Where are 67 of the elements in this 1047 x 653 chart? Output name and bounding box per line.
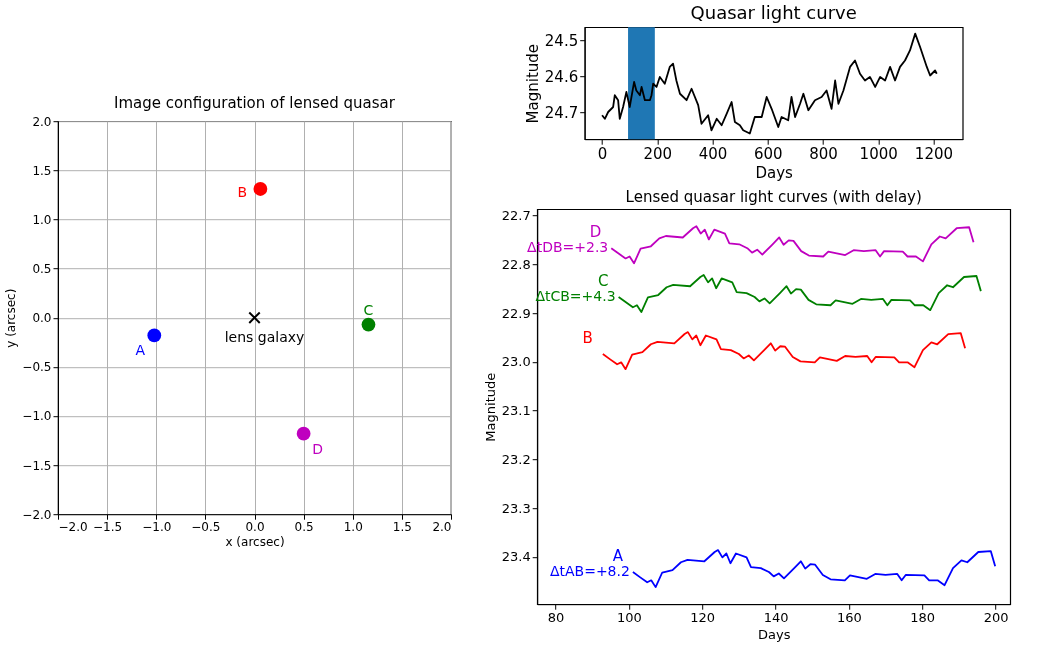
x-tick-label: 1.0 — [343, 519, 363, 534]
y-tick-label: 23.3 — [501, 500, 531, 516]
x-tick-label: 0.0 — [245, 519, 265, 534]
series-label: B — [237, 183, 248, 200]
line-series — [601, 331, 966, 371]
x-axis-title: x (arcsec) — [225, 534, 285, 549]
y-tick-label: 24.7 — [544, 103, 579, 122]
x-tick-label: −2.0 — [58, 519, 88, 534]
x-tick-label: 600 — [753, 144, 783, 163]
y-tick-label: 1.5 — [32, 163, 52, 178]
x-tick-label: 2.0 — [432, 519, 452, 534]
y-tick-label: 23.0 — [501, 354, 531, 370]
y-tick-label: −2.0 — [22, 507, 52, 522]
x-axis-title: Days — [757, 626, 791, 642]
series-label: lens galaxy — [224, 328, 305, 345]
y-tick-label: 22.9 — [501, 305, 531, 321]
x-tick-label: 400 — [698, 144, 728, 163]
y-tick-label: −1.5 — [22, 458, 52, 473]
series-label: D — [589, 223, 602, 242]
x-tick-label: 1.5 — [392, 519, 412, 534]
x-tick-label: −1.0 — [142, 519, 172, 534]
series-label: B — [582, 329, 593, 348]
y-tick-label: 0.0 — [32, 311, 52, 326]
x-tick-label: 0.5 — [294, 519, 314, 534]
x-tick-label: −0.5 — [191, 519, 221, 534]
x-tick-label: 1200 — [914, 144, 954, 163]
chart-title: Quasar light curve — [690, 2, 857, 24]
series-label: C — [363, 301, 374, 318]
y-tick-label: 23.1 — [501, 403, 531, 419]
y-axis-title: y (arcsec) — [4, 288, 19, 348]
y-tick-label: −1.0 — [22, 409, 52, 424]
y-tick-label: 1.0 — [32, 212, 52, 227]
series-label: A — [612, 547, 624, 566]
x-tick-label: 1000 — [859, 144, 898, 163]
x-tick-label: 200 — [983, 609, 1009, 625]
y-tick-label: 24.6 — [544, 67, 579, 86]
line-series — [632, 549, 997, 589]
annotation: ΔtAB=+8.2 — [549, 563, 630, 580]
x-tick-label: 120 — [690, 609, 716, 625]
x-tick-label: −1.5 — [93, 519, 123, 534]
y-axis-title: Magnitude — [482, 372, 498, 442]
x-tick-label: 160 — [836, 609, 862, 625]
chart-title: Image configuration of lensed quasar — [114, 94, 396, 113]
y-tick-label: 23.4 — [501, 549, 531, 565]
chart-title: Lensed quasar light curves (with delay) — [625, 188, 922, 207]
x-tick-label: 140 — [763, 609, 789, 625]
y-tick-label: 22.7 — [501, 208, 531, 224]
y-tick-label: 0.5 — [32, 262, 52, 277]
line-series — [601, 32, 938, 135]
y-tick-label: 22.8 — [501, 256, 531, 272]
x-tick-label: 180 — [910, 609, 936, 625]
line-series — [617, 274, 982, 313]
series-label: D — [312, 440, 324, 457]
y-tick-label: 23.2 — [501, 451, 531, 467]
y-tick-label: −0.5 — [22, 360, 52, 375]
x-tick-label: 200 — [643, 144, 673, 163]
series-label: A — [135, 342, 146, 359]
y-tick-label: 2.0 — [32, 114, 52, 129]
line-series — [610, 225, 975, 265]
x-tick-label: 100 — [616, 609, 642, 625]
x-tick-label: 80 — [547, 609, 565, 625]
y-axis-title: Magnitude — [523, 43, 542, 124]
y-tick-label: 24.5 — [544, 31, 579, 50]
x-tick-label: 800 — [809, 144, 838, 163]
x-tick-label: 0 — [597, 144, 608, 163]
x-axis-title: Days — [755, 163, 794, 182]
series-label: C — [598, 271, 609, 290]
